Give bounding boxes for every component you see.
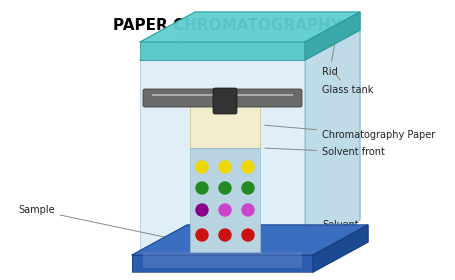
- Bar: [140, 42, 305, 60]
- Text: PAPER CHROMATOGRAPHY: PAPER CHROMATOGRAPHY: [112, 18, 341, 33]
- Circle shape: [196, 161, 208, 173]
- Circle shape: [242, 229, 254, 241]
- Bar: [132, 255, 313, 272]
- Polygon shape: [140, 30, 360, 60]
- Bar: [190, 148, 260, 252]
- Polygon shape: [305, 12, 360, 60]
- Bar: [143, 252, 302, 268]
- Bar: [140, 60, 305, 250]
- Circle shape: [219, 204, 231, 216]
- Circle shape: [219, 229, 231, 241]
- Circle shape: [196, 182, 208, 194]
- Text: Solvent: Solvent: [322, 220, 359, 260]
- Bar: [190, 100, 260, 148]
- Text: Chromatography Paper: Chromatography Paper: [265, 125, 435, 140]
- Text: Solvent front: Solvent front: [265, 147, 385, 157]
- Polygon shape: [132, 225, 368, 255]
- FancyBboxPatch shape: [143, 89, 302, 107]
- Text: Rid: Rid: [322, 27, 338, 77]
- Circle shape: [242, 182, 254, 194]
- Circle shape: [242, 161, 254, 173]
- FancyBboxPatch shape: [213, 88, 237, 114]
- Circle shape: [219, 182, 231, 194]
- Polygon shape: [305, 30, 360, 250]
- Polygon shape: [313, 225, 368, 272]
- Circle shape: [242, 204, 254, 216]
- Circle shape: [219, 161, 231, 173]
- Polygon shape: [140, 12, 360, 42]
- Text: Glass tank: Glass tank: [322, 72, 374, 95]
- Circle shape: [196, 229, 208, 241]
- Circle shape: [196, 204, 208, 216]
- Text: Sample: Sample: [18, 205, 185, 241]
